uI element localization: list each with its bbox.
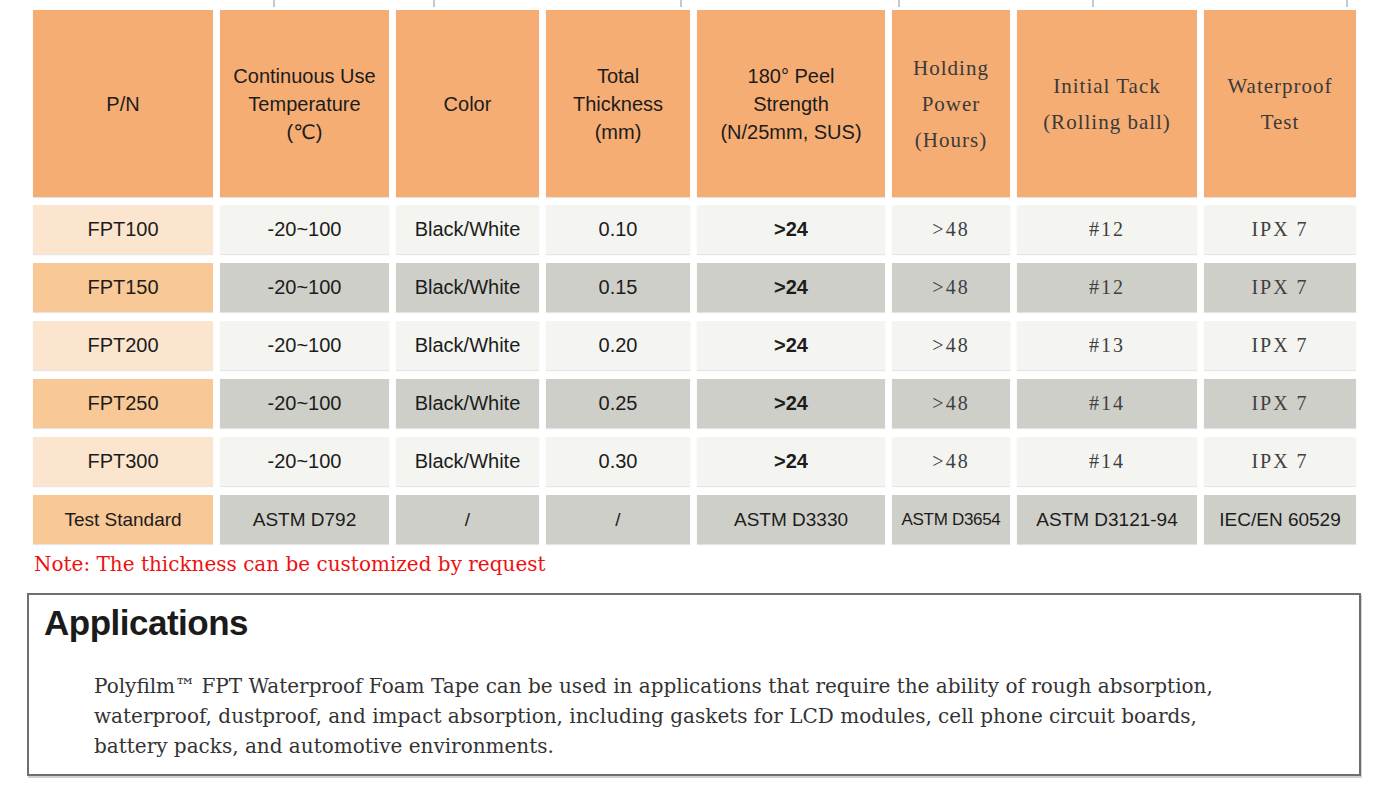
cell-temperature: -20~100 xyxy=(220,379,389,428)
table-row-fpt300: FPT300 -20~100 Black/White 0.30 >24 >48 … xyxy=(33,437,1356,486)
cell-thickness: 0.15 xyxy=(546,263,690,312)
paragraph-line: battery packs, and automotive environmen… xyxy=(94,731,1213,761)
cell-color: Black/White xyxy=(396,205,539,254)
cell-peel-standard: ASTM D3330 xyxy=(697,495,885,544)
datasheet-page: P/N Continuous Use Temperature (℃) Color… xyxy=(0,0,1389,800)
cell-peel-strength: >24 xyxy=(697,379,885,428)
crop-artifact-tick xyxy=(273,0,275,7)
header-cell-initial-tack: Initial Tack (Rolling ball) xyxy=(1017,10,1197,197)
header-label: Continuous Use xyxy=(233,62,375,90)
header-cell-pn: P/N xyxy=(33,10,213,197)
header-label: (Hours) xyxy=(915,122,987,158)
table-header-row: P/N Continuous Use Temperature (℃) Color… xyxy=(33,10,1356,197)
applications-title: Applications xyxy=(44,603,248,643)
cell-holding-standard: ASTM D3654 xyxy=(892,495,1010,544)
header-label: Temperature xyxy=(248,90,360,118)
cell-pn: FPT200 xyxy=(33,321,213,370)
applications-section: Applications Polyfilm™ FPT Waterproof Fo… xyxy=(27,593,1361,776)
cell-holding-power: >48 xyxy=(892,205,1010,254)
header-cell-peel-strength: 180° Peel Strength (N/25mm, SUS) xyxy=(697,10,885,197)
header-cell-holding-power: Holding Power (Hours) xyxy=(892,10,1010,197)
header-label: Waterproof xyxy=(1227,68,1332,104)
cell-color-standard: / xyxy=(396,495,539,544)
crop-artifact-tick xyxy=(898,0,900,7)
header-cell-thickness: Total Thickness (mm) xyxy=(546,10,690,197)
cell-color: Black/White xyxy=(396,437,539,486)
cell-peel-strength: >24 xyxy=(697,321,885,370)
cell-color: Black/White xyxy=(396,379,539,428)
header-label: Thickness xyxy=(573,90,663,118)
table-row-test-standard: Test Standard ASTM D792 / / ASTM D3330 A… xyxy=(33,495,1356,544)
header-label: Power xyxy=(922,86,981,122)
cell-initial-tack: #12 xyxy=(1017,263,1197,312)
table-row-fpt250: FPT250 -20~100 Black/White 0.25 >24 >48 … xyxy=(33,379,1356,428)
cell-temperature: -20~100 xyxy=(220,437,389,486)
header-label: Test xyxy=(1261,104,1300,140)
cell-temperature-standard: ASTM D792 xyxy=(220,495,389,544)
cell-peel-strength: >24 xyxy=(697,205,885,254)
spec-table: P/N Continuous Use Temperature (℃) Color… xyxy=(33,10,1356,544)
cell-pn: Test Standard xyxy=(33,495,213,544)
cell-temperature: -20~100 xyxy=(220,263,389,312)
cell-thickness-standard: / xyxy=(546,495,690,544)
cell-thickness: 0.30 xyxy=(546,437,690,486)
header-label: (mm) xyxy=(595,118,642,146)
header-cell-color: Color xyxy=(396,10,539,197)
cell-waterproof-test: IPX 7 xyxy=(1204,379,1356,428)
cell-thickness: 0.25 xyxy=(546,379,690,428)
cell-tack-standard: ASTM D3121-94 xyxy=(1017,495,1197,544)
cell-peel-strength: >24 xyxy=(697,437,885,486)
crop-artifact-tick xyxy=(433,0,435,7)
header-label: Initial Tack xyxy=(1053,68,1161,104)
cell-color: Black/White xyxy=(396,263,539,312)
cell-temperature: -20~100 xyxy=(220,321,389,370)
cell-peel-strength: >24 xyxy=(697,263,885,312)
table-row-fpt200: FPT200 -20~100 Black/White 0.20 >24 >48 … xyxy=(33,321,1356,370)
crop-artifact-tick xyxy=(1346,0,1348,7)
cell-holding-power: >48 xyxy=(892,437,1010,486)
header-label: (℃) xyxy=(287,118,323,146)
cell-waterproof-test: IPX 7 xyxy=(1204,437,1356,486)
header-label: Strength xyxy=(753,90,829,118)
cell-pn: FPT300 xyxy=(33,437,213,486)
cell-waterproof-standard: IEC/EN 60529 xyxy=(1204,495,1356,544)
cell-thickness: 0.20 xyxy=(546,321,690,370)
cell-pn: FPT150 xyxy=(33,263,213,312)
header-label: Holding xyxy=(913,50,989,86)
cell-thickness: 0.10 xyxy=(546,205,690,254)
cell-color: Black/White xyxy=(396,321,539,370)
cell-holding-power: >48 xyxy=(892,379,1010,428)
thickness-note: Note: The thickness can be customized by… xyxy=(34,552,546,576)
header-label: (Rolling ball) xyxy=(1043,104,1171,140)
cell-temperature: -20~100 xyxy=(220,205,389,254)
cell-holding-power: >48 xyxy=(892,321,1010,370)
header-cell-waterproof-test: Waterproof Test xyxy=(1204,10,1356,197)
cell-waterproof-test: IPX 7 xyxy=(1204,263,1356,312)
header-label: Color xyxy=(444,90,492,118)
header-cell-temperature: Continuous Use Temperature (℃) xyxy=(220,10,389,197)
cell-waterproof-test: IPX 7 xyxy=(1204,321,1356,370)
cell-pn: FPT250 xyxy=(33,379,213,428)
table-row-fpt150: FPT150 -20~100 Black/White 0.15 >24 >48 … xyxy=(33,263,1356,312)
paragraph-line: waterproof, dustproof, and impact absorp… xyxy=(94,701,1213,731)
cell-holding-power: >48 xyxy=(892,263,1010,312)
cell-initial-tack: #14 xyxy=(1017,437,1197,486)
crop-artifact-tick xyxy=(680,0,682,7)
cell-initial-tack: #13 xyxy=(1017,321,1197,370)
applications-paragraph: Polyfilm™ FPT Waterproof Foam Tape can b… xyxy=(94,671,1213,761)
header-label: Total xyxy=(597,62,639,90)
header-label: P/N xyxy=(106,90,139,118)
cell-initial-tack: #12 xyxy=(1017,205,1197,254)
header-label: 180° Peel xyxy=(748,62,835,90)
cell-initial-tack: #14 xyxy=(1017,379,1197,428)
table-row-fpt100: FPT100 -20~100 Black/White 0.10 >24 >48 … xyxy=(33,205,1356,254)
paragraph-line: Polyfilm™ FPT Waterproof Foam Tape can b… xyxy=(94,671,1213,701)
cell-waterproof-test: IPX 7 xyxy=(1204,205,1356,254)
header-label: (N/25mm, SUS) xyxy=(720,118,861,146)
cell-pn: FPT100 xyxy=(33,205,213,254)
crop-artifact-tick xyxy=(1092,0,1094,7)
